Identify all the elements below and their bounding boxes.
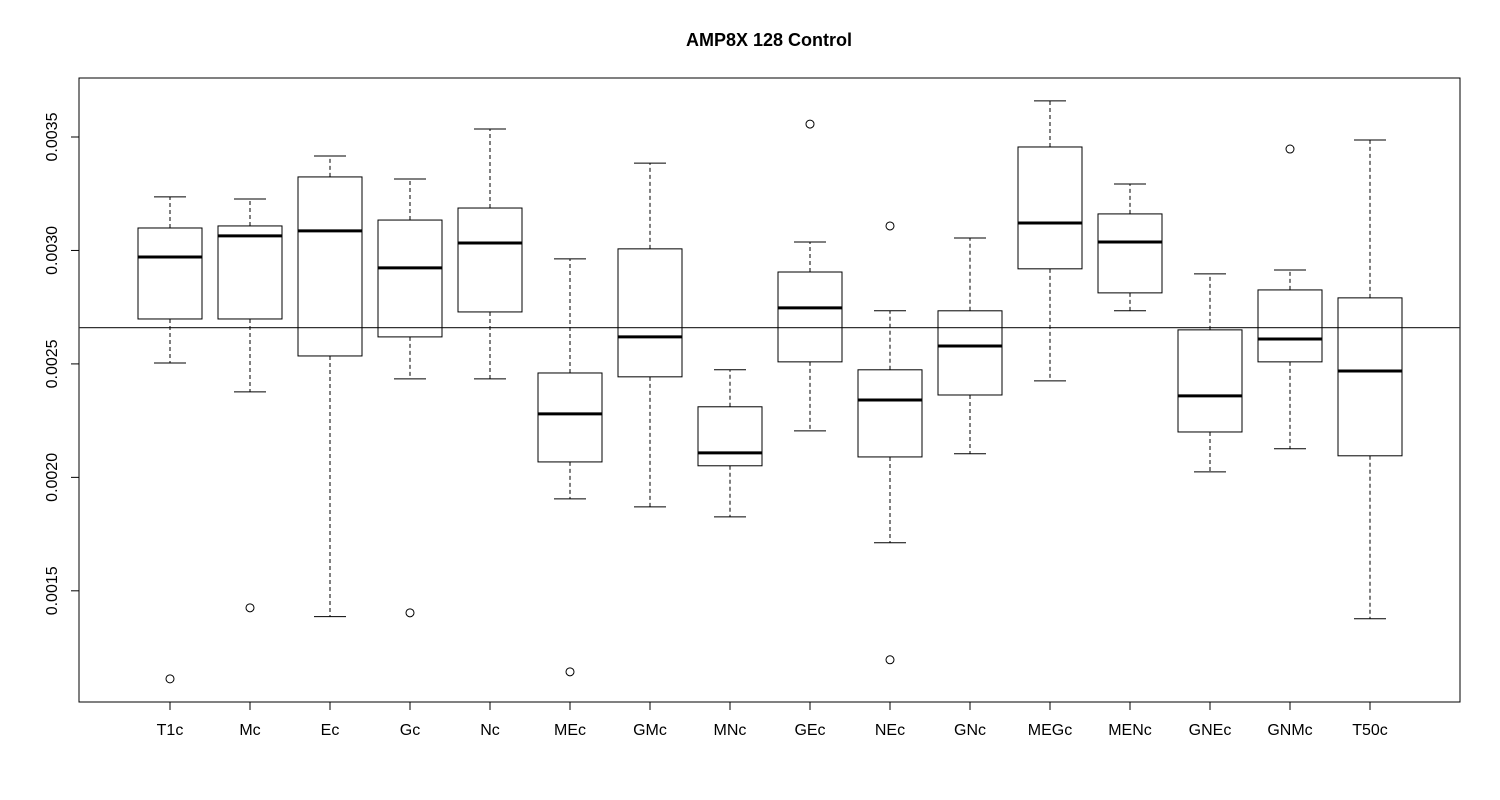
box — [297, 176, 363, 357]
chart-title: AMP8X 128 Control — [686, 30, 852, 50]
x-tick-label: MEc — [554, 722, 586, 739]
x-tick-label: T50c — [1352, 722, 1388, 739]
box — [617, 248, 683, 378]
y-tick-label: 0.0020 — [44, 453, 61, 502]
outlier — [1285, 144, 1295, 154]
x-tick-label: GEc — [794, 722, 825, 739]
box — [937, 310, 1003, 396]
x-tick-label: MNc — [714, 722, 747, 739]
box — [777, 271, 843, 363]
outlier — [165, 674, 175, 684]
x-tick-label: MENc — [1108, 722, 1152, 739]
box — [697, 406, 763, 467]
x-tick-label: T1c — [157, 722, 184, 739]
box — [537, 372, 603, 463]
y-tick-label: 0.0035 — [44, 112, 61, 161]
box — [457, 207, 523, 313]
x-tick-label: Nc — [480, 722, 500, 739]
box — [217, 225, 283, 320]
box — [137, 227, 203, 320]
y-tick-label: 0.0025 — [44, 339, 61, 388]
box — [1097, 213, 1163, 294]
x-tick-label: GNEc — [1189, 722, 1232, 739]
outlier — [885, 655, 895, 665]
y-tick-label: 0.0015 — [44, 566, 61, 615]
plot-frame — [78, 77, 1461, 703]
x-tick-label: Mc — [239, 722, 260, 739]
x-tick-label: GMc — [633, 722, 667, 739]
box — [1257, 289, 1323, 363]
outlier — [405, 608, 415, 618]
box — [1177, 329, 1243, 433]
x-tick-label: GNc — [954, 722, 986, 739]
outlier — [245, 603, 255, 613]
x-tick-label: Gc — [400, 722, 420, 739]
x-tick-label: Ec — [321, 722, 340, 739]
box — [1017, 146, 1083, 270]
box — [857, 369, 923, 458]
x-tick-label: NEc — [875, 722, 905, 739]
outlier — [885, 221, 895, 231]
outlier — [805, 119, 815, 129]
outlier — [565, 667, 575, 677]
y-tick-label: 0.0030 — [44, 226, 61, 275]
x-tick-label: MEGc — [1028, 722, 1072, 739]
box — [1337, 297, 1403, 457]
box — [377, 219, 443, 338]
x-tick-label: GNMc — [1267, 722, 1312, 739]
